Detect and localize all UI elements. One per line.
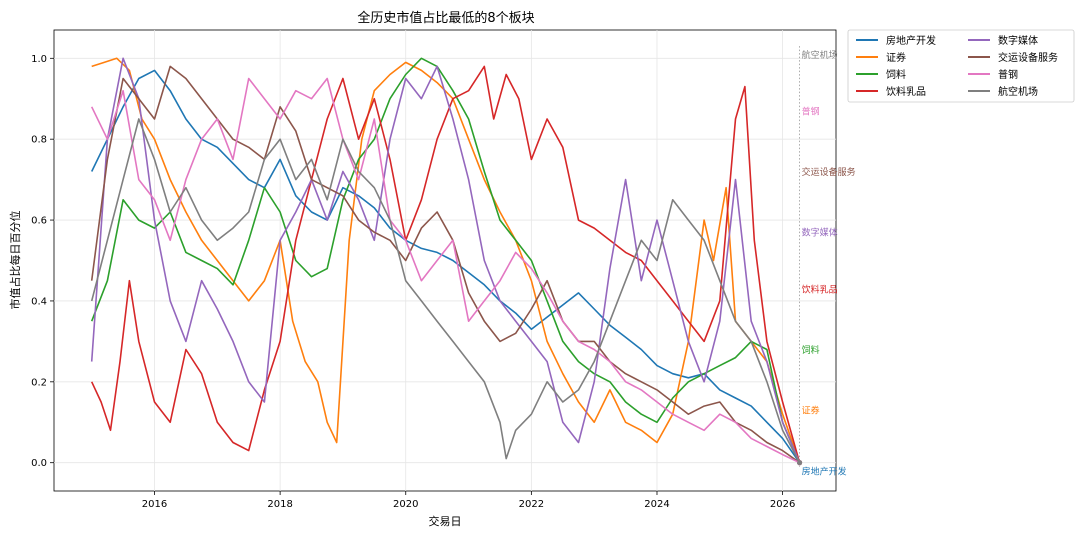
series-end-label-3: 饮料乳品 [802,283,838,295]
y-axis: 0.0 0.2 0.4 0.6 0.8 1.0 [31,54,54,469]
legend-frame [847,29,1075,103]
y-axis-label: 市值占比每日百分位 [8,211,22,310]
series-line-7 [90,118,801,464]
legend-label-2: 饲料 [886,68,906,81]
chart-title: 全历史市值占比最低的8个板块 [357,10,534,26]
x-tick-label: 2018 [267,499,292,510]
series-end-label-4: 数字媒体 [802,227,838,239]
legend-label-4: 数字媒体 [998,34,1038,47]
y-tick-label: 0.4 [31,296,47,307]
series-end-point-7 [797,460,803,466]
x-axis-label: 交易日 [429,514,462,528]
legend-label-1: 证券 [886,51,906,64]
series-line-4 [90,57,801,464]
legend-label-6: 普钢 [998,68,1018,81]
plot-frame [53,29,837,492]
x-tick-label: 2024 [644,499,669,510]
y-tick-label: 1.0 [31,54,47,65]
legend-label-0: 房地产开发 [886,34,936,47]
series-line-1 [91,57,801,463]
legend-label-5: 交运设备服务 [998,51,1058,64]
x-axis: 2016 2018 2020 2022 2024 2026 [142,491,795,510]
x-tick-label: 2022 [519,499,544,510]
y-tick-label: 0.8 [31,135,47,146]
series-end-label-0: 房地产开发 [802,465,847,477]
series-end-label-7: 航空机场 [802,49,838,61]
x-tick-label: 2026 [770,499,795,510]
series-lines [90,57,803,466]
series-end-label-6: 普钢 [802,105,820,117]
series-line-3 [90,65,801,463]
y-tick-label: 0.0 [31,458,47,469]
series-line-6 [90,77,800,464]
legend-label-7: 航空机场 [998,85,1038,98]
x-tick-label: 2020 [393,499,418,510]
y-tick-label: 0.6 [31,216,47,227]
x-tick-label: 2016 [142,499,167,510]
series-end-label-1: 证券 [802,405,820,417]
series-end-label-5: 交运设备服务 [802,166,856,178]
series-line-2 [90,57,801,464]
series-end-label-2: 饲料 [802,344,820,356]
legend-label-3: 饮料乳品 [886,85,926,98]
series-line-5 [90,65,801,464]
y-tick-label: 0.2 [31,377,47,388]
